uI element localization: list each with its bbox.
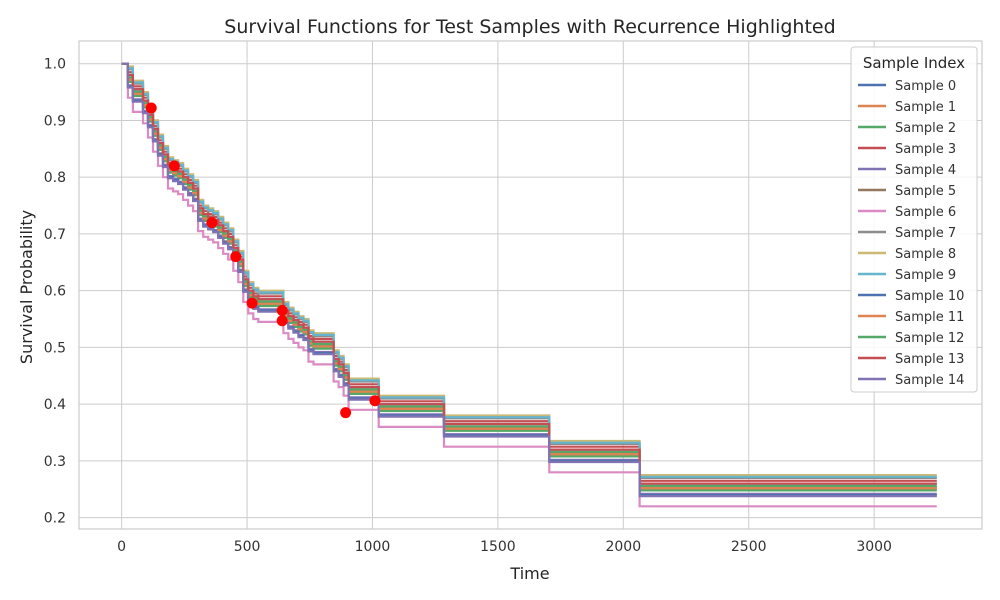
x-tick-label: 3000 bbox=[856, 539, 892, 555]
series-line-sample-6 bbox=[121, 62, 937, 508]
y-tick-label: 0.2 bbox=[44, 511, 66, 527]
y-tick-label: 0.6 bbox=[44, 284, 66, 300]
x-tick-label: 500 bbox=[234, 539, 261, 555]
legend-label: Sample 6 bbox=[895, 205, 956, 220]
legend-label: Sample 3 bbox=[895, 142, 956, 157]
recurrence-point bbox=[206, 217, 218, 229]
plot-area bbox=[78, 40, 983, 530]
x-tick-label: 1500 bbox=[480, 539, 516, 555]
recurrence-point bbox=[276, 305, 288, 317]
legend-title: Sample Index bbox=[863, 54, 965, 72]
recurrence-point bbox=[168, 160, 180, 172]
legend-label: Sample 14 bbox=[895, 373, 964, 388]
recurrence-point bbox=[369, 395, 381, 407]
recurrence-point bbox=[246, 297, 258, 309]
legend-label: Sample 5 bbox=[895, 184, 956, 199]
y-tick-label: 1.0 bbox=[44, 57, 66, 73]
legend-label: Sample 8 bbox=[895, 247, 956, 262]
x-tick-labels: 0 500 1000 1500 2000 2500 3000 bbox=[117, 539, 892, 555]
legend-label: Sample 11 bbox=[895, 310, 964, 325]
legend-label: Sample 10 bbox=[895, 289, 964, 304]
y-tick-label: 0.4 bbox=[44, 397, 66, 413]
recurrence-point bbox=[276, 315, 288, 327]
x-tick-label: 1000 bbox=[355, 539, 391, 555]
legend-label: Sample 12 bbox=[895, 331, 964, 346]
legend-label: Sample 2 bbox=[895, 121, 956, 136]
legend-label: Sample 4 bbox=[895, 163, 956, 178]
y-tick-label: 0.3 bbox=[44, 454, 66, 470]
chart-title: Survival Functions for Test Samples with… bbox=[224, 16, 835, 38]
y-tick-label: 0.9 bbox=[44, 113, 66, 129]
legend-label: Sample 0 bbox=[895, 79, 956, 94]
x-tick-label: 2000 bbox=[605, 539, 641, 555]
x-axis-title: Time bbox=[509, 564, 549, 583]
x-tick-label: 2500 bbox=[731, 539, 767, 555]
recurrence-markers bbox=[145, 102, 381, 419]
x-tick-label: 0 bbox=[117, 539, 126, 555]
legend-label: Sample 9 bbox=[895, 268, 956, 283]
recurrence-point bbox=[340, 407, 352, 419]
legend-items: Sample 0 Sample 1 Sample 2 Sample 3 Sample 4… bbox=[858, 79, 964, 388]
y-tick-labels: 0.2 0.3 0.4 0.5 0.6 0.7 0.8 0.9 1.0 bbox=[44, 57, 66, 527]
legend-label: Sample 7 bbox=[895, 226, 956, 241]
recurrence-point bbox=[230, 251, 242, 263]
y-axis-title: Survival Probability bbox=[17, 210, 36, 364]
y-tick-label: 0.7 bbox=[44, 227, 66, 243]
recurrence-point bbox=[145, 102, 157, 114]
y-gridlines bbox=[79, 63, 982, 519]
series-line-sample-9 bbox=[121, 62, 937, 478]
y-tick-label: 0.8 bbox=[44, 170, 66, 186]
legend-label: Sample 13 bbox=[895, 352, 964, 367]
legend-box bbox=[850, 46, 978, 393]
legend-label: Sample 1 bbox=[895, 100, 956, 115]
series-line-sample-8 bbox=[121, 62, 937, 477]
y-tick-label: 0.5 bbox=[44, 340, 66, 356]
